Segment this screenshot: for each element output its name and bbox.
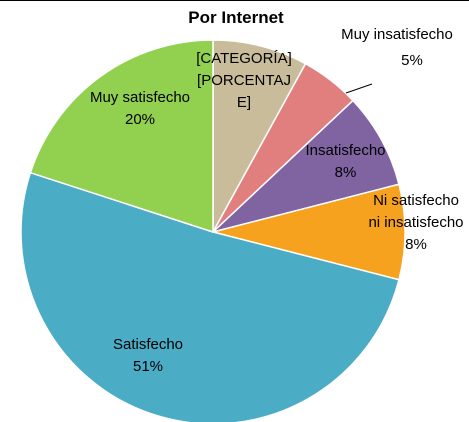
data-label: Insatisfecho 8% — [288, 140, 403, 184]
data-label: Satisfecho 51% — [78, 334, 218, 378]
pie-slice — [212, 183, 406, 281]
category-label: Muy insatisfecho — [341, 26, 453, 43]
value-label: 5% — [401, 52, 423, 69]
value-label: 51% — [132, 358, 164, 375]
data-label: [CATEGORÍA] [PORCENTAJE] — [196, 48, 292, 114]
category-label: [CATEGORÍA] — [196, 50, 292, 67]
value-label: [PORCENTAJE] — [197, 72, 291, 111]
pie-slice — [212, 99, 400, 233]
value-label: 8% — [405, 236, 427, 253]
leader-line — [345, 83, 373, 94]
data-label: Ni satisfecho ni insatisfecho 8% — [368, 190, 464, 256]
pie-slice — [212, 39, 307, 233]
data-label: Muy satisfecho 20% — [70, 87, 210, 131]
value-label: 8% — [334, 164, 357, 181]
chart-title: Por Internet — [188, 8, 284, 27]
pie-slice — [20, 171, 400, 422]
category-label: Muy satisfecho — [89, 89, 191, 106]
category-label: Insatisfecho — [305, 142, 386, 159]
data-label: Muy insatisfecho 5% — [332, 24, 462, 72]
category-label: Satisfecho — [112, 336, 184, 353]
category-label: Ni satisfecho ni insatisfecho — [368, 192, 464, 231]
value-label: 20% — [124, 111, 156, 128]
pie-slice — [29, 39, 214, 234]
